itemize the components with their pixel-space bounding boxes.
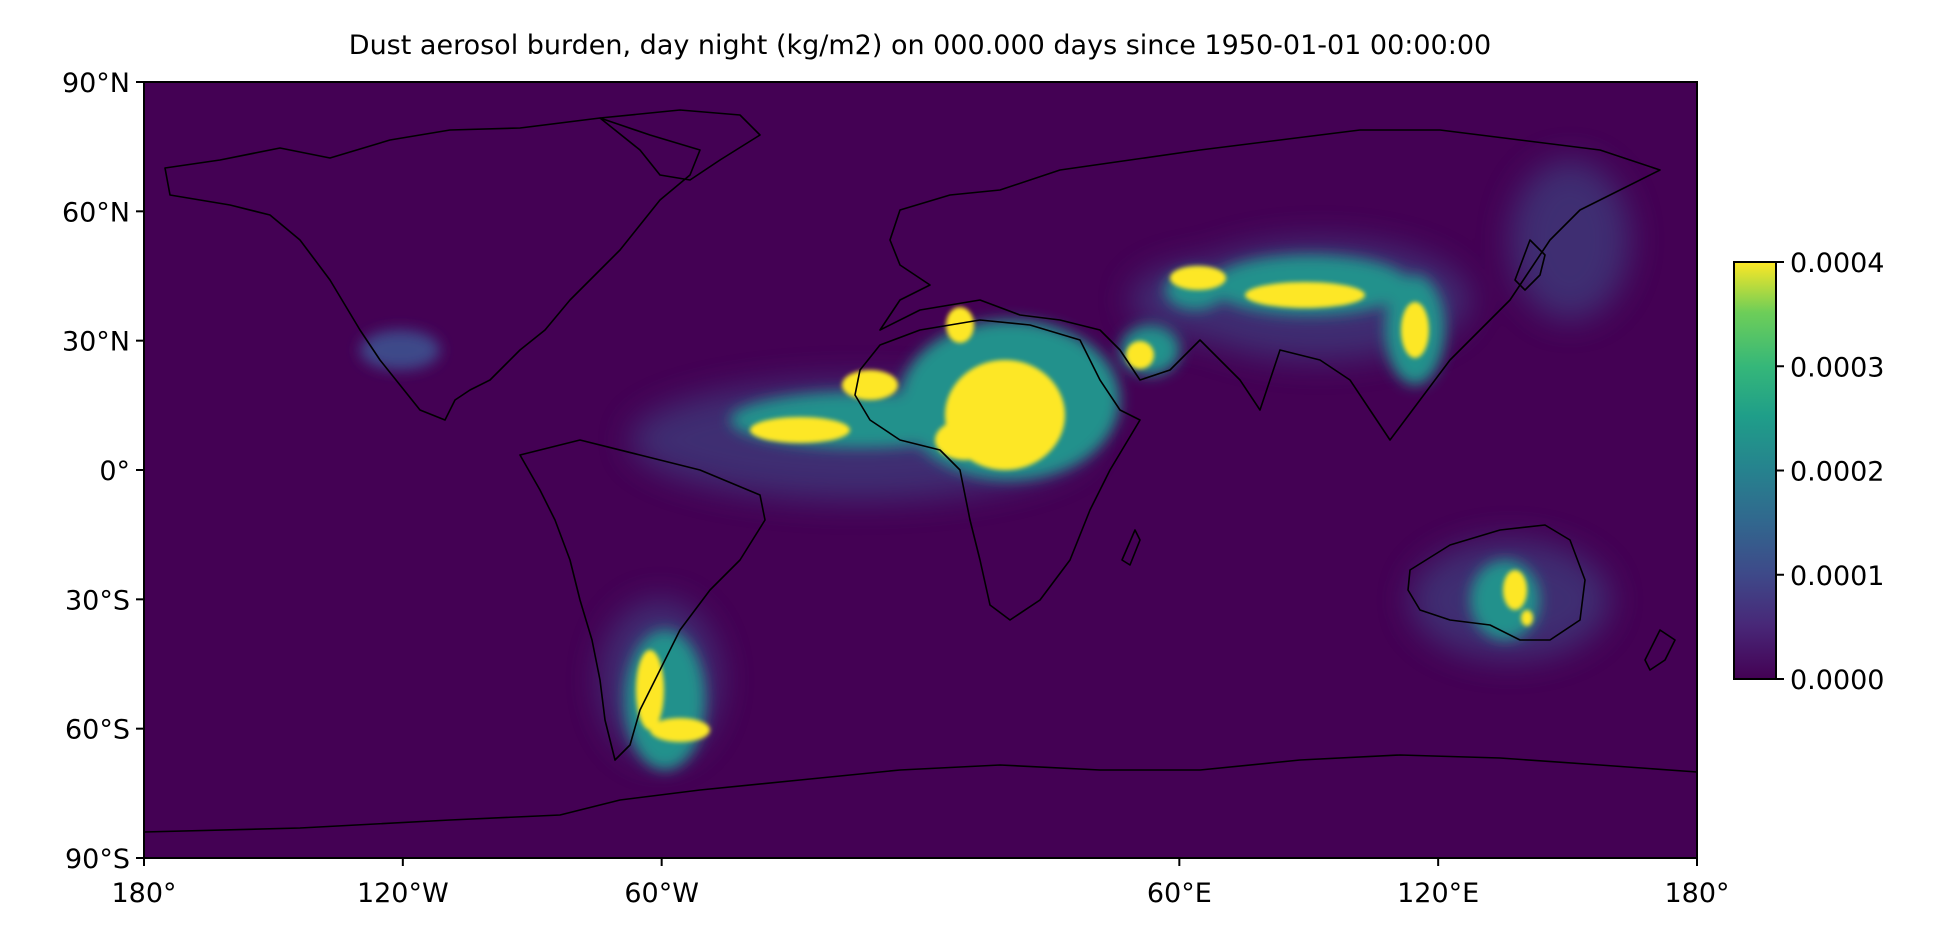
x-tick-label: 120°E — [1397, 878, 1479, 909]
coast-north-america — [164, 117, 701, 421]
map-panel — [144, 82, 1697, 858]
colorbar-tick-label: 0.0003 — [1790, 352, 1884, 383]
x-tick-label: 120°W — [357, 878, 449, 909]
coast-eurasia — [879, 129, 1661, 441]
y-tick-label: 90°S — [65, 844, 130, 875]
coast-australia — [1407, 524, 1586, 641]
x-tick-label: 60°E — [1147, 878, 1212, 909]
coast-madagascar — [1121, 529, 1141, 566]
coastlines — [144, 109, 1697, 833]
colorbar-ticks: 0.0004 0.0003 0.0002 0.0001 0.0000 — [1776, 248, 1884, 696]
y-tick-label: 60°S — [65, 715, 130, 746]
colorbar-tick-label: 0.0004 — [1790, 248, 1884, 279]
y-tick-label: 60°N — [62, 197, 130, 228]
colorbar-tick-label: 0.0002 — [1790, 457, 1884, 488]
y-tick-label: 30°S — [65, 585, 130, 616]
y-tick-label: 0° — [99, 456, 130, 487]
x-tick-label: 180° — [111, 878, 176, 909]
y-tick-label: 30°N — [62, 327, 130, 358]
coast-new-zealand — [1644, 629, 1676, 671]
x-tick-label: 60°W — [624, 878, 699, 909]
x-axis: 180° 120°W 60°W 60°E 120°E 180° — [111, 858, 1730, 909]
coast-greenland — [599, 109, 761, 181]
colorbar-gradient — [1733, 261, 1777, 680]
map-title: Dust aerosol burden, day night (kg/m2) o… — [349, 30, 1491, 61]
coast-africa — [854, 319, 1141, 621]
dust-baja-plume — [360, 330, 440, 370]
x-tick-label: 180° — [1664, 878, 1729, 909]
coast-south-america — [519, 439, 766, 761]
y-tick-label: 90°N — [62, 68, 130, 99]
colorbar-tick-label: 0.0000 — [1790, 665, 1884, 696]
colorbar-tick-label: 0.0001 — [1790, 561, 1884, 592]
coast-japan — [1514, 239, 1546, 291]
y-axis: 90°N 60°N 30°N 0° 30°S 60°S 90°S — [62, 68, 144, 875]
colorbar: 0.0004 0.0003 0.0002 0.0001 0.0000 — [1733, 248, 1884, 696]
coast-antarctica — [144, 754, 1697, 833]
